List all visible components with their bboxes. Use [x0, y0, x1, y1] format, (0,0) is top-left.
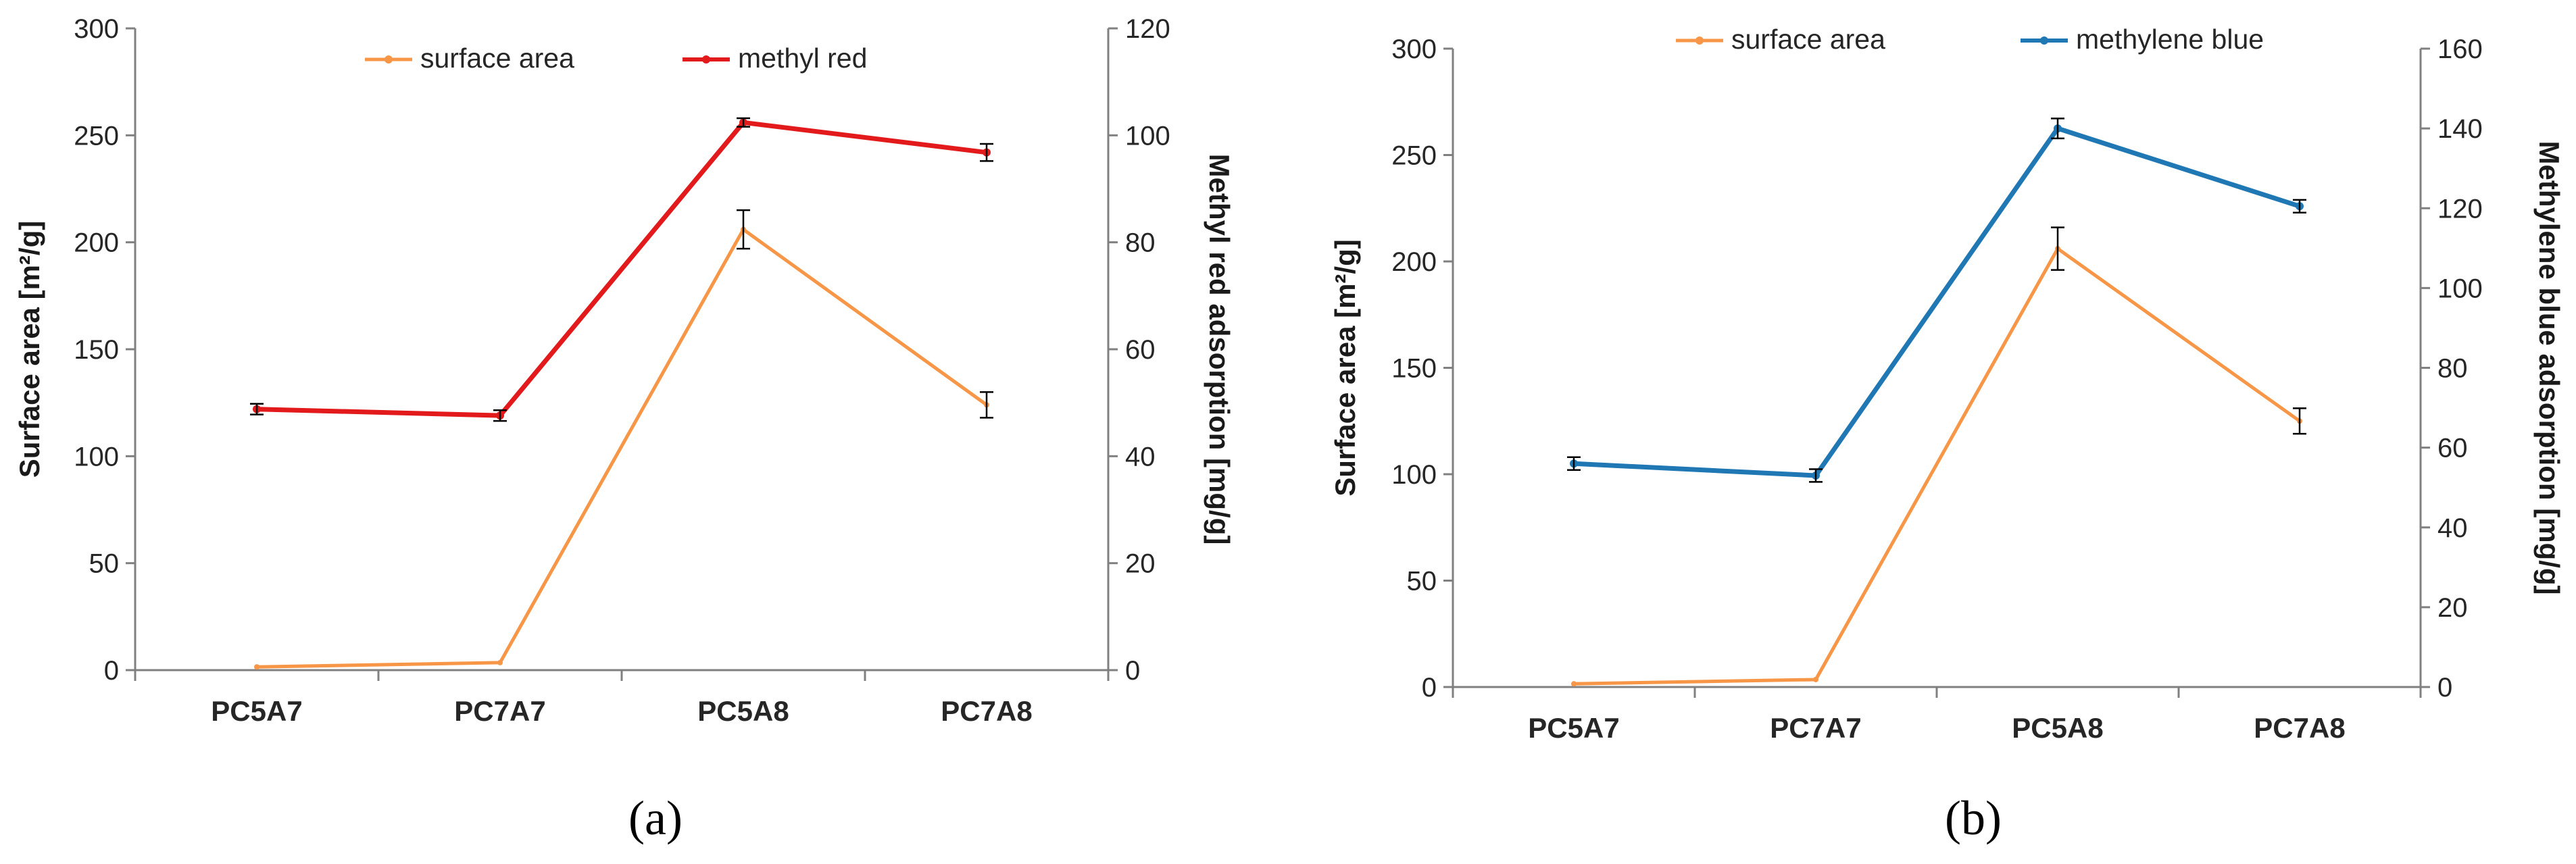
right-tick-label: 160 — [2437, 34, 2483, 64]
data-point — [254, 664, 259, 670]
legend-marker — [1695, 36, 1704, 45]
left-tick-label: 200 — [1391, 247, 1437, 277]
panel-caption: (b) — [1945, 791, 2002, 845]
left-tick-label: 50 — [89, 549, 120, 579]
legend-marker — [385, 55, 393, 63]
right-tick-label: 40 — [2437, 513, 2468, 543]
right-axis-title: Methylene blue adsorption [mg/g] — [2533, 141, 2565, 594]
left-tick-label: 0 — [104, 656, 119, 686]
right-tick-label: 80 — [1125, 228, 1156, 258]
legend-label: surface area — [420, 43, 574, 74]
x-tick-label: PC5A7 — [211, 695, 302, 727]
series-line-surface-area — [256, 228, 988, 669]
data-point — [1571, 681, 1577, 687]
right-tick-label: 20 — [1125, 549, 1156, 579]
left-tick-label: 0 — [1422, 673, 1437, 703]
right-tick-label: 60 — [2437, 434, 2468, 463]
data-point — [497, 659, 503, 665]
legend-marker — [2040, 36, 2048, 45]
x-tick-label: PC5A8 — [697, 695, 789, 727]
right-tick-label: 0 — [2437, 673, 2452, 703]
right-tick-label: 120 — [1125, 14, 1170, 44]
chart-panel-b: 0 50 100 150 200 250 300 0 20 40 60 80 100 120 140 160 P… — [1329, 24, 2565, 845]
right-tick-label: 0 — [1125, 656, 1140, 686]
series-line-methyl-red — [256, 120, 987, 418]
left-tick-label: 300 — [1391, 34, 1437, 64]
data-point — [1813, 676, 1818, 682]
left-tick-label: 100 — [1391, 460, 1437, 490]
legend-label: surface area — [1731, 24, 1885, 55]
x-tick-label: PC7A7 — [454, 695, 545, 727]
right-tick-label: 80 — [2437, 354, 2468, 384]
right-tick-label: 120 — [2437, 194, 2483, 224]
legend-label: methyl red — [738, 43, 867, 74]
left-axis-title: Surface area [m²/g] — [14, 221, 45, 478]
right-tick-label: 60 — [1125, 335, 1156, 365]
right-axis-title: Methyl red adsorption [mg/g] — [1204, 154, 1235, 545]
left-tick-label: 250 — [74, 121, 119, 151]
left-tick-label: 100 — [74, 442, 119, 472]
chart-panel-a: 0 50 100 150 200 250 300 0 20 40 60 80 100 120 PC5A7 PC… — [14, 14, 1235, 845]
right-tick-label: 140 — [2437, 114, 2483, 144]
left-tick-label: 50 — [1407, 567, 1437, 596]
left-tick-label: 300 — [74, 14, 119, 44]
legend-label: methylene blue — [2076, 24, 2264, 55]
left-tick-label: 150 — [74, 335, 119, 365]
right-tick-label: 100 — [2437, 274, 2483, 303]
left-axis-title: Surface area [m²/g] — [1329, 239, 1361, 496]
x-tick-label: PC7A8 — [2254, 712, 2345, 744]
x-tick-label: PC5A8 — [2012, 712, 2103, 744]
left-tick-label: 200 — [74, 228, 119, 258]
right-tick-label: 100 — [1125, 121, 1170, 151]
x-tick-label: PC7A8 — [941, 695, 1032, 727]
x-tick-label: PC5A7 — [1528, 712, 1619, 744]
panel-caption: (a) — [628, 791, 683, 845]
x-tick-label: PC7A7 — [1770, 712, 1861, 744]
legend-marker — [702, 55, 710, 63]
right-tick-label: 20 — [2437, 593, 2468, 623]
right-tick-label: 40 — [1125, 442, 1156, 472]
left-tick-label: 150 — [1391, 354, 1437, 384]
left-tick-label: 250 — [1391, 141, 1437, 171]
series-line-surface-area — [1573, 247, 2301, 686]
series-line-methylene-blue — [1573, 126, 2301, 478]
